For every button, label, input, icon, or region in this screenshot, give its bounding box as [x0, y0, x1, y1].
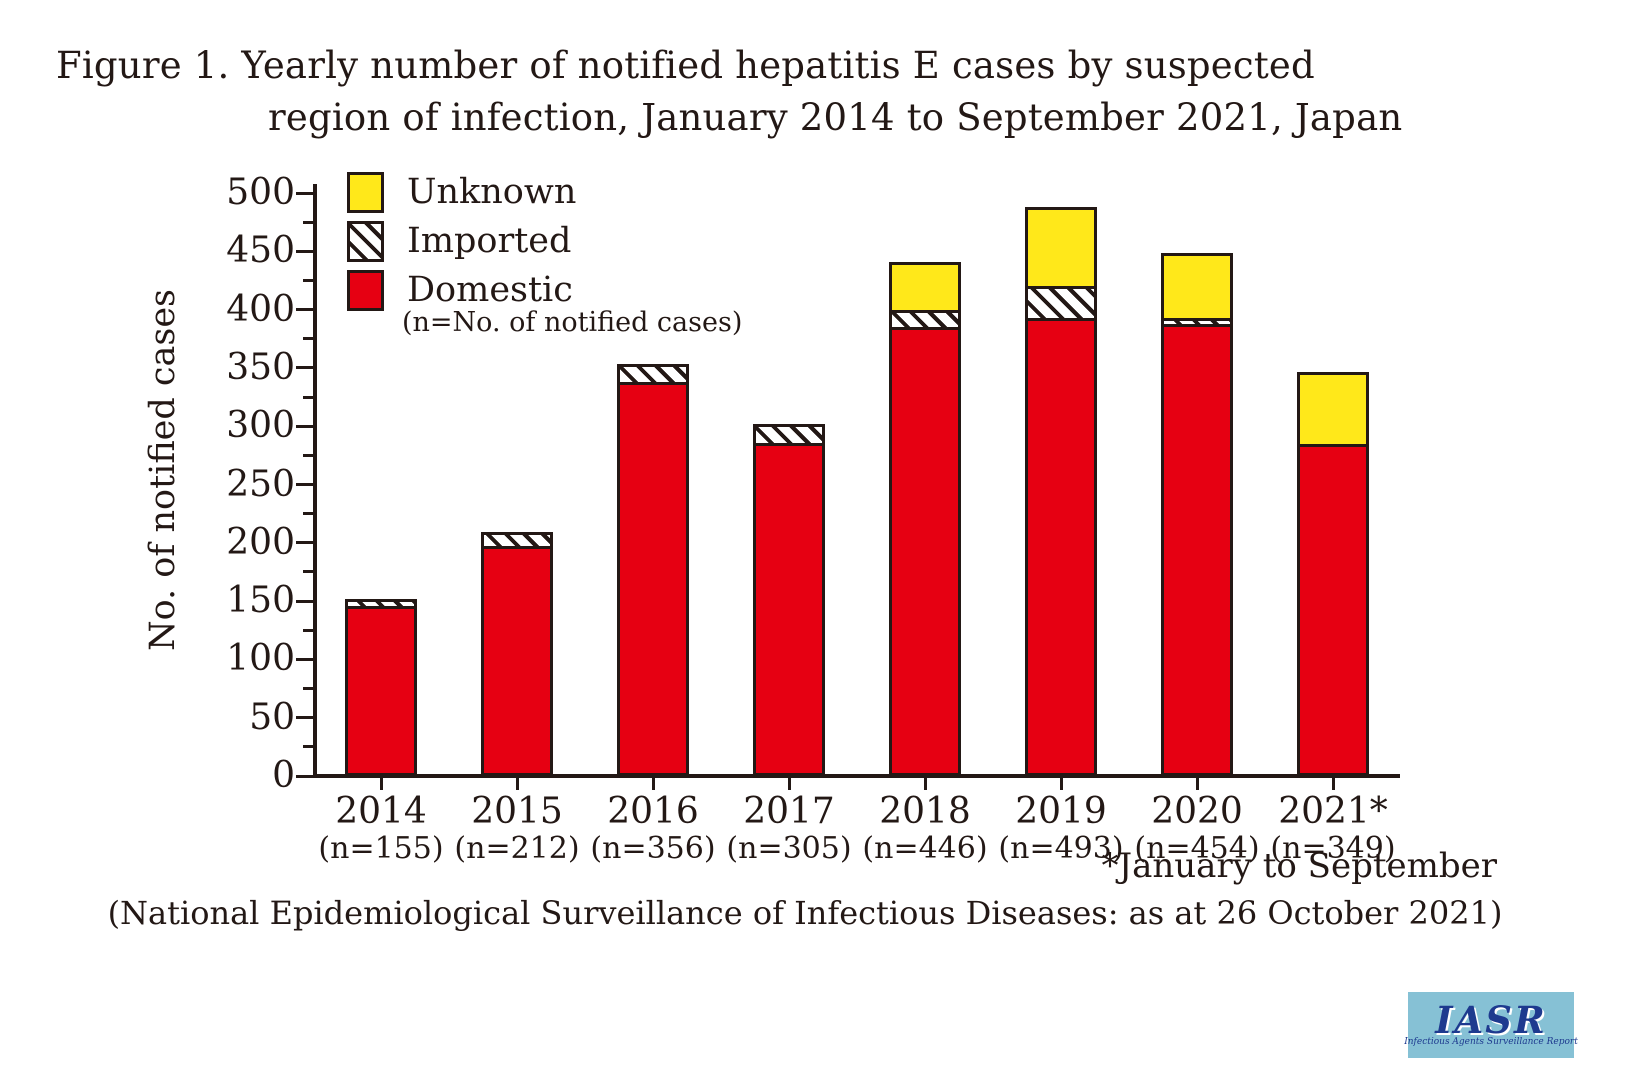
x-axis-n-label: (n=454) — [1134, 831, 1260, 866]
y-axis-minor-tick — [303, 745, 313, 749]
segment-domestic-2016 — [617, 382, 689, 776]
bar-2017 — [753, 424, 825, 776]
y-axis-minor-tick — [303, 337, 313, 341]
iasr-logo: IASR Infectious Agents Surveillance Repo… — [1404, 992, 1578, 1058]
y-axis-minor-tick — [303, 278, 313, 282]
legend-swatch-domestic — [347, 270, 384, 311]
y-axis-major-tick — [296, 424, 313, 428]
segment-domestic-2018 — [889, 327, 961, 776]
y-axis-tick-label: 400 — [226, 288, 295, 330]
x-axis-tick — [787, 776, 791, 790]
segment-unknown-2020 — [1161, 253, 1233, 321]
x-axis-tick — [651, 776, 655, 790]
y-axis-major-tick — [296, 366, 313, 370]
legend-swatch-imported — [347, 221, 384, 262]
x-axis-year-label: 2021* — [1278, 791, 1388, 832]
legend-note: (n=No. of notified cases) — [402, 307, 743, 338]
x-axis-year-label: 2015 — [471, 791, 563, 832]
x-axis-line — [313, 774, 1400, 778]
y-axis-tick-label: 100 — [226, 638, 295, 680]
x-axis-tick — [1331, 776, 1335, 790]
y-axis-tick-label: 450 — [226, 230, 295, 272]
x-axis-n-label: (n=446) — [862, 831, 988, 866]
bar-2015 — [481, 532, 553, 776]
segment-domestic-2017 — [753, 443, 825, 776]
x-axis-year-label: 2020 — [1151, 791, 1243, 832]
x-axis-tick — [1059, 776, 1063, 790]
bar-2020 — [1161, 253, 1233, 776]
x-axis-n-label: (n=493) — [998, 831, 1124, 866]
bar-2021 — [1297, 372, 1369, 776]
x-axis-year-label: 2016 — [607, 791, 699, 832]
y-axis-minor-tick — [303, 512, 313, 516]
legend-label-domestic: Domestic — [407, 270, 573, 310]
y-axis-tick-label: 50 — [249, 696, 295, 738]
y-axis-major-tick — [296, 308, 313, 312]
segment-unknown-2021 — [1297, 372, 1369, 447]
y-axis-major-tick — [296, 774, 313, 778]
y-axis-tick-label: 0 — [272, 755, 295, 796]
segment-imported-2019 — [1025, 286, 1097, 321]
y-axis-tick-label: 200 — [226, 521, 295, 563]
x-axis-year-label: 2018 — [879, 791, 971, 832]
x-axis-tick — [923, 776, 927, 790]
x-axis-year-label: 2014 — [335, 791, 427, 832]
y-axis-tick-label: 250 — [226, 463, 295, 505]
plot-area: 0 50 100 150 200 250 300 350 400 450 500 2014 (n=155… — [226, 175, 1400, 866]
legend-swatch-unknown — [347, 172, 384, 213]
segment-domestic-2021 — [1297, 444, 1369, 776]
segment-domestic-2019 — [1025, 318, 1097, 776]
footnote-january-to-september: *January to September — [1101, 846, 1497, 886]
x-axis-tick — [1195, 776, 1199, 790]
y-axis-minor-tick — [303, 570, 313, 574]
x-axis-n-label: (n=212) — [454, 831, 580, 866]
y-axis-minor-tick — [303, 220, 313, 224]
x-axis-tick — [515, 776, 519, 790]
x-axis-n-label: (n=305) — [726, 831, 852, 866]
y-axis-major-tick — [296, 191, 313, 195]
y-axis-minor-tick — [303, 453, 313, 457]
y-axis-tick-label: 300 — [226, 405, 295, 447]
y-axis-tick-label: 350 — [226, 346, 295, 388]
y-axis-major-tick — [296, 657, 313, 661]
bar-2019 — [1025, 207, 1097, 776]
y-axis-major-tick — [296, 249, 313, 253]
figure-title-line1: Figure 1. Yearly number of notified hepa… — [56, 44, 1315, 87]
x-axis-n-label: (n=155) — [318, 831, 444, 866]
y-axis-minor-tick — [303, 395, 313, 399]
x-axis-year-label: 2019 — [1015, 791, 1107, 832]
segment-unknown-2019 — [1025, 207, 1097, 289]
x-axis-n-label: (n=349) — [1270, 831, 1396, 866]
bar-2014 — [345, 599, 417, 776]
y-axis-tick-label: 500 — [226, 172, 295, 213]
segment-domestic-2020 — [1161, 324, 1233, 776]
y-axis-tick-label: 150 — [226, 580, 295, 622]
x-axis-tick — [379, 776, 383, 790]
segment-domestic-2014 — [345, 606, 417, 776]
x-axis-n-label: (n=356) — [590, 831, 716, 866]
iasr-logo-subtitle: Infectious Agents Surveillance Report — [1404, 1037, 1578, 1047]
y-axis-major-tick — [296, 599, 313, 603]
y-axis-major-tick — [296, 541, 313, 545]
segment-unknown-2018 — [889, 262, 961, 313]
y-axis-minor-tick — [303, 628, 313, 632]
x-axis-year-label: 2017 — [743, 791, 835, 832]
legend-label-unknown: Unknown — [407, 172, 577, 212]
iasr-logo-title: IASR — [1435, 998, 1547, 1042]
y-axis-major-tick — [296, 483, 313, 486]
legend-label-imported: Imported — [407, 221, 572, 261]
bar-2016 — [617, 364, 689, 776]
source-note: (National Epidemiological Surveillance o… — [107, 894, 1503, 932]
bar-2018 — [889, 262, 961, 776]
segment-domestic-2015 — [481, 546, 553, 776]
y-axis-minor-tick — [303, 687, 313, 691]
y-axis-major-tick — [296, 716, 313, 720]
figure-title-line2: region of infection, January 2014 to Sep… — [268, 96, 1403, 139]
y-axis-line — [313, 184, 317, 778]
